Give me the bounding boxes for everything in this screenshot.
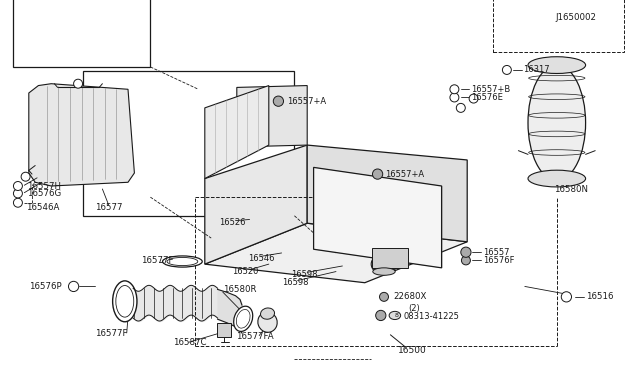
- Circle shape: [13, 189, 22, 198]
- Ellipse shape: [528, 170, 586, 187]
- Polygon shape: [205, 86, 269, 179]
- Ellipse shape: [371, 254, 397, 275]
- Bar: [217, 323, 230, 337]
- Bar: [372, 248, 408, 268]
- Circle shape: [74, 79, 83, 88]
- Text: 16557+B: 16557+B: [471, 85, 510, 94]
- Text: 16516: 16516: [586, 292, 613, 301]
- Ellipse shape: [372, 268, 395, 275]
- Text: 16557: 16557: [483, 248, 509, 257]
- Text: 16520: 16520: [232, 267, 259, 276]
- Text: (2): (2): [408, 304, 420, 312]
- Circle shape: [13, 198, 22, 207]
- Text: 16598: 16598: [291, 270, 317, 279]
- Ellipse shape: [389, 311, 401, 320]
- Text: 16580R: 16580R: [223, 285, 256, 294]
- Circle shape: [450, 93, 459, 102]
- Text: 16526: 16526: [219, 218, 245, 227]
- Circle shape: [21, 172, 30, 181]
- Text: 16557H: 16557H: [27, 182, 61, 190]
- Text: 22680X: 22680X: [394, 292, 427, 301]
- Ellipse shape: [163, 256, 202, 267]
- Ellipse shape: [234, 306, 253, 331]
- Circle shape: [461, 247, 471, 257]
- Circle shape: [450, 85, 459, 94]
- Text: 16500: 16500: [398, 346, 427, 355]
- Text: 16577F: 16577F: [141, 256, 173, 265]
- Text: 16557+A: 16557+A: [385, 170, 424, 179]
- Text: 16580N: 16580N: [554, 185, 588, 194]
- Text: 16557+A: 16557+A: [287, 97, 326, 106]
- Circle shape: [68, 281, 79, 292]
- Text: 16577F: 16577F: [95, 329, 127, 338]
- Text: 16577: 16577: [95, 203, 122, 212]
- Text: 8: 8: [394, 313, 398, 318]
- Polygon shape: [314, 167, 442, 268]
- Text: 16587C: 16587C: [173, 339, 206, 347]
- Circle shape: [561, 292, 572, 302]
- Polygon shape: [307, 145, 467, 242]
- Text: 16546: 16546: [248, 254, 275, 263]
- Circle shape: [461, 256, 470, 265]
- Ellipse shape: [260, 308, 275, 319]
- Circle shape: [376, 310, 386, 321]
- Bar: [83, 71, 294, 216]
- Polygon shape: [29, 84, 134, 186]
- Circle shape: [502, 65, 511, 74]
- Ellipse shape: [528, 65, 586, 180]
- Text: 16317: 16317: [524, 65, 550, 74]
- Text: 16577FA: 16577FA: [236, 332, 273, 341]
- Text: 08313-41225: 08313-41225: [403, 312, 459, 321]
- Text: J1650002: J1650002: [556, 13, 596, 22]
- Circle shape: [13, 182, 22, 190]
- Circle shape: [469, 94, 478, 103]
- Bar: [13, 0, 150, 67]
- Circle shape: [380, 292, 388, 301]
- Circle shape: [456, 103, 465, 112]
- Polygon shape: [205, 145, 307, 264]
- Text: 16576E: 16576E: [471, 93, 503, 102]
- Circle shape: [372, 169, 383, 179]
- Circle shape: [273, 96, 284, 106]
- Ellipse shape: [528, 57, 586, 74]
- Text: 16576G: 16576G: [27, 189, 61, 198]
- Ellipse shape: [113, 281, 137, 322]
- Text: 16576F: 16576F: [483, 256, 515, 265]
- Text: 16576P: 16576P: [29, 282, 61, 291]
- Text: 16598: 16598: [282, 278, 308, 287]
- Bar: [493, 0, 624, 52]
- Polygon shape: [205, 223, 467, 283]
- Ellipse shape: [258, 312, 277, 332]
- Polygon shape: [237, 86, 307, 147]
- Text: 16546A: 16546A: [26, 203, 59, 212]
